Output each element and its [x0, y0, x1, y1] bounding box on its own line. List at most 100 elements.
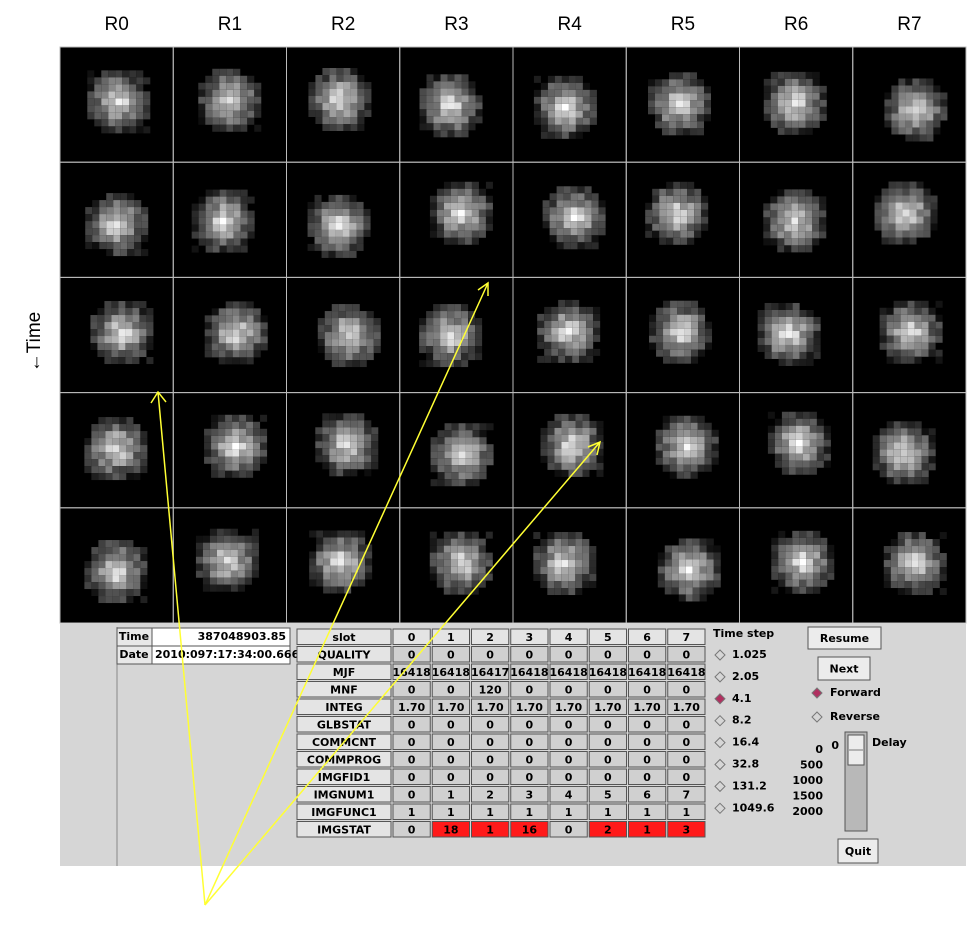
- pixel: [419, 332, 426, 339]
- pixel: [240, 118, 247, 125]
- pixel: [246, 422, 253, 429]
- pixel: [555, 132, 562, 139]
- pixel: [454, 311, 461, 318]
- pixel: [245, 536, 252, 543]
- pixel: [891, 560, 898, 567]
- pixel: [908, 428, 915, 435]
- pixel: [212, 336, 219, 343]
- pixel: [225, 436, 232, 443]
- pixel: [807, 317, 814, 324]
- pixel: [656, 329, 663, 336]
- pixel: [246, 429, 253, 436]
- pixel: [669, 93, 676, 100]
- pixel: [132, 301, 139, 308]
- pixel: [225, 415, 232, 422]
- pixel: [810, 447, 817, 454]
- pixel: [337, 530, 344, 537]
- pixel: [437, 210, 444, 217]
- pixel: [350, 195, 357, 202]
- pixel: [901, 315, 908, 322]
- pixel: [91, 561, 98, 568]
- pixel: [329, 202, 336, 209]
- pixel: [541, 104, 548, 111]
- pixel: [915, 428, 922, 435]
- pixel: [798, 224, 805, 231]
- pixel: [99, 207, 106, 214]
- pixel: [308, 230, 315, 237]
- pixel: [680, 203, 687, 210]
- pixel: [106, 193, 113, 200]
- pixel: [799, 121, 806, 128]
- pixel: [125, 336, 132, 343]
- pixel: [465, 539, 472, 546]
- pixel: [139, 350, 146, 357]
- pixel: [239, 436, 246, 443]
- pixel: [554, 574, 561, 581]
- pixel: [211, 457, 218, 464]
- pixel: [459, 430, 466, 437]
- pixel: [217, 536, 224, 543]
- pixel: [444, 546, 451, 553]
- direction-option: Reverse: [830, 710, 880, 723]
- pixel: [239, 464, 246, 471]
- pixel: [357, 75, 364, 82]
- pixel: [813, 531, 820, 538]
- pixel: [705, 343, 712, 350]
- pixel: [655, 100, 662, 107]
- pixel: [548, 90, 555, 97]
- pixel: [569, 428, 576, 435]
- pixel: [225, 464, 232, 471]
- pixel: [550, 221, 557, 228]
- pixel: [233, 104, 240, 111]
- pixel: [122, 98, 129, 105]
- pixel: [315, 216, 322, 223]
- pixel: [308, 96, 315, 103]
- pixel: [430, 231, 437, 238]
- pixel: [812, 210, 819, 217]
- pixel: [323, 572, 330, 579]
- pixel: [434, 88, 441, 95]
- pixel: [679, 594, 686, 601]
- pixel: [575, 588, 582, 595]
- pixel: [894, 301, 901, 308]
- pixel: [799, 107, 806, 114]
- pixel: [252, 529, 259, 536]
- pixel: [819, 231, 826, 238]
- pixel: [677, 423, 684, 430]
- table-value: 0: [486, 718, 494, 731]
- pixel: [129, 84, 136, 91]
- pixel: [784, 217, 791, 224]
- pixel: [346, 304, 353, 311]
- pixel: [652, 189, 659, 196]
- pixel: [683, 107, 690, 114]
- pixel: [444, 553, 451, 560]
- pixel: [357, 209, 364, 216]
- pixel: [564, 242, 571, 249]
- pixel: [108, 98, 115, 105]
- pixel: [541, 97, 548, 104]
- pixel: [434, 130, 441, 137]
- pixel: [452, 465, 459, 472]
- pixel: [824, 454, 831, 461]
- pixel: [912, 106, 919, 113]
- pixel: [705, 465, 712, 472]
- pixel: [261, 315, 268, 322]
- table-value: 3: [526, 631, 534, 644]
- pixel: [677, 472, 684, 479]
- pixel: [704, 100, 711, 107]
- pixel: [252, 564, 259, 571]
- pixel: [665, 587, 672, 594]
- pixel: [438, 437, 445, 444]
- row-label: IMGFID1: [318, 771, 370, 784]
- pixel: [212, 97, 219, 104]
- pixel: [698, 350, 705, 357]
- pixel: [241, 190, 248, 197]
- pixel: [212, 118, 219, 125]
- pixel: [198, 104, 205, 111]
- pixel: [343, 96, 350, 103]
- pixel: [248, 225, 255, 232]
- pixel: [225, 429, 232, 436]
- pixel: [590, 463, 597, 470]
- pixel: [799, 128, 806, 135]
- pixel: [764, 79, 771, 86]
